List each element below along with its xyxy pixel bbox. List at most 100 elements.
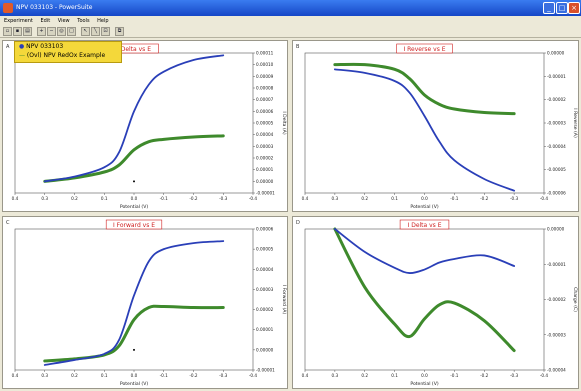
x-tick-label: 0.3 <box>41 196 48 201</box>
x-tick-label: 0.1 <box>391 196 398 201</box>
x-tick-label: 0.3 <box>41 373 48 378</box>
y-tick-label: 0.00000 <box>547 227 565 232</box>
chart-panel[interactable]: B I Reverse vs E 0.4 0.3 0.2 0.1 0.0 -0.1 -0.2 -0… <box>292 40 579 212</box>
line-icon[interactable]: ╲ <box>91 27 100 36</box>
menu-tools[interactable]: Tools <box>77 18 90 24</box>
x-tick-label: -0.2 <box>189 373 198 378</box>
x-tick-label: -0.1 <box>160 373 169 378</box>
y-tick-label: 0.00011 <box>256 51 274 56</box>
y-tick-label: -0.00003 <box>547 332 566 337</box>
menu-experiment[interactable]: Experiment <box>4 18 33 24</box>
series-line-npv-033103 <box>43 54 225 183</box>
y-tick-label: -0.00004 <box>547 144 566 149</box>
x-tick-label: 0.4 <box>302 196 309 201</box>
zoom-fit-icon[interactable]: ◎ <box>57 27 66 36</box>
y-tick-label: -0.00005 <box>547 167 566 172</box>
y-axis-label: I Reverse (A) <box>572 108 578 138</box>
series-line-redox-example <box>333 62 516 116</box>
plot-area: A I Delta vs E 0.4 0.3 0.2 0.1 0.0 -0.1 -0.2 -0.3… <box>0 38 581 391</box>
close-button[interactable]: × <box>568 2 580 14</box>
chart-panel[interactable]: C I Forward vs E 0.4 0.3 0.2 0.1 0.0 -0.1 -0.2 -0… <box>2 216 288 389</box>
plot-frame <box>14 52 254 194</box>
x-tick-label: 0.3 <box>332 196 339 201</box>
x-tick-label: -0.4 <box>540 196 549 201</box>
x-tick-label: -0.3 <box>219 373 228 378</box>
chart-title: I Reverse vs E <box>403 46 445 53</box>
window-title: NPV 033103 - PowerSuite <box>16 4 93 11</box>
cursor-marker <box>133 180 135 183</box>
copy-icon[interactable]: ⧉ <box>115 27 124 36</box>
chart-title-box <box>396 43 453 54</box>
zoom-in-icon[interactable]: + <box>37 27 46 36</box>
menu-view[interactable]: View <box>57 18 70 24</box>
x-tick-label: 0.2 <box>361 373 368 378</box>
y-axis-label: Charge (C) <box>572 287 578 312</box>
zoom-box-icon[interactable]: □ <box>67 27 76 36</box>
x-tick-label: -0.3 <box>219 196 228 201</box>
y-tick-label: 0.00003 <box>256 287 274 292</box>
series-line-redox-example <box>43 134 225 183</box>
y-tick-label: 0.00009 <box>256 74 274 79</box>
menu-help[interactable]: Help <box>97 18 109 24</box>
y-tick-label: 0.00004 <box>256 132 274 137</box>
x-tick-label: 0.2 <box>71 373 78 378</box>
scale-icon[interactable]: ⊡ <box>101 27 110 36</box>
print-icon[interactable]: ▤ <box>23 27 32 36</box>
y-axis-label: I Delta (A) <box>281 111 287 134</box>
chart-title-box <box>105 219 163 230</box>
y-tick-label: 0.00007 <box>256 97 274 102</box>
zoom-out-icon[interactable]: − <box>47 27 56 36</box>
x-tick-label: 0.1 <box>391 373 398 378</box>
x-tick-label: 0.2 <box>361 196 368 201</box>
y-tick-label: 0.00006 <box>256 109 274 114</box>
x-tick-label: 0.4 <box>302 373 309 378</box>
menu-edit[interactable]: Edit <box>40 18 51 24</box>
y-tick-label: -0.00002 <box>547 97 566 102</box>
legend-entry: — (Ovl) NPV RedOx Example <box>19 52 106 59</box>
x-tick-label: -0.3 <box>510 373 519 378</box>
y-tick-label: 0.00001 <box>256 327 274 332</box>
y-tick-label: 0.00002 <box>256 156 274 161</box>
x-tick-label: 0.0 <box>131 196 138 201</box>
cursor-icon[interactable]: ↖ <box>81 27 90 36</box>
x-axis-label: Potential (V) <box>120 204 149 210</box>
x-tick-label: -0.4 <box>540 373 549 378</box>
x-tick-label: -0.1 <box>450 373 459 378</box>
y-axis-label: I Forward (A) <box>281 285 287 315</box>
x-tick-label: 0.1 <box>101 373 108 378</box>
chart-svg: A I Delta vs E 0.4 0.3 0.2 0.1 0.0 -0.1 -0.2 -0.3… <box>6 43 287 210</box>
y-tick-label: 0.00006 <box>256 227 274 232</box>
chart-title: I Delta vs E <box>117 46 151 53</box>
plot-frame <box>14 228 254 371</box>
x-tick-label: 0.4 <box>12 196 19 201</box>
y-tick-label: -0.00001 <box>256 191 275 196</box>
y-tick-label: 0.00001 <box>256 167 274 172</box>
y-tick-label: 0.00005 <box>256 247 274 252</box>
series-line-npv-033103 <box>333 68 516 192</box>
x-tick-label: -0.2 <box>189 196 198 201</box>
maximize-button[interactable]: □ <box>556 2 568 14</box>
x-tick-label: -0.2 <box>480 196 489 201</box>
save-icon[interactable]: ▪ <box>13 27 22 36</box>
y-tick-label: 0.00000 <box>256 179 274 184</box>
y-tick-label: 0.00005 <box>256 121 274 126</box>
x-tick-label: 0.1 <box>101 196 108 201</box>
y-tick-label: -0.00006 <box>547 191 566 196</box>
x-tick-label: -0.4 <box>249 373 258 378</box>
chart-panel[interactable]: D I Delta vs E 0.4 0.3 0.2 0.1 0.0 -0.1 -0.2 -0.3… <box>292 216 579 389</box>
chart-title-box <box>399 219 450 230</box>
x-tick-label: 0.4 <box>12 373 19 378</box>
y-tick-label: 0.00002 <box>256 307 274 312</box>
chart-panel[interactable]: A I Delta vs E 0.4 0.3 0.2 0.1 0.0 -0.1 -0.2 -0.3… <box>2 40 288 212</box>
y-tick-label: 0.00008 <box>256 86 274 91</box>
open-icon[interactable]: ▫ <box>3 27 12 36</box>
plot-frame <box>304 228 545 371</box>
x-tick-label: 0.0 <box>421 196 428 201</box>
minimize-button[interactable]: _ <box>543 2 555 14</box>
menu-bar: Experiment Edit View Tools Help <box>0 16 581 26</box>
title-bar: NPV 033103 - PowerSuite _ □ × <box>0 0 581 16</box>
chart-svg: C I Forward vs E 0.4 0.3 0.2 0.1 0.0 -0.1 -0.2 -0… <box>6 219 287 387</box>
x-tick-label: 0.3 <box>332 373 339 378</box>
x-tick-label: -0.3 <box>510 196 519 201</box>
panel-label: A <box>6 44 10 50</box>
